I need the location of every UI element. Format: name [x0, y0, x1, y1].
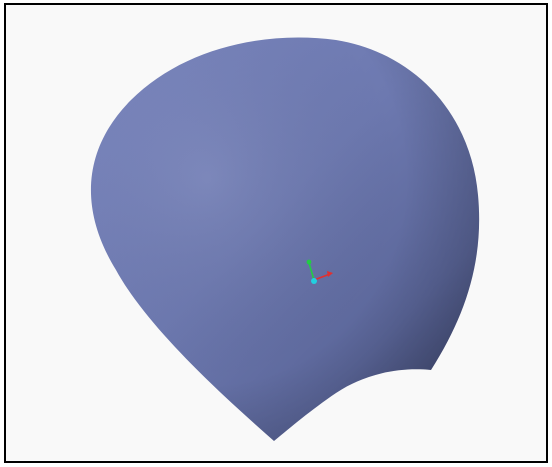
graphics-viewport-frame	[4, 3, 548, 463]
model-canvas[interactable]	[6, 5, 546, 461]
triad-x-axis	[313, 273, 331, 281]
triad-y-axis	[308, 262, 315, 281]
triad-x-axis-arrow	[327, 271, 333, 277]
triad-origin	[311, 278, 317, 284]
surface-shading	[90, 37, 480, 441]
graphics-viewport[interactable]	[6, 5, 546, 461]
triad-y-axis-tip	[306, 259, 312, 265]
coordinate-triad-icon	[306, 259, 333, 284]
